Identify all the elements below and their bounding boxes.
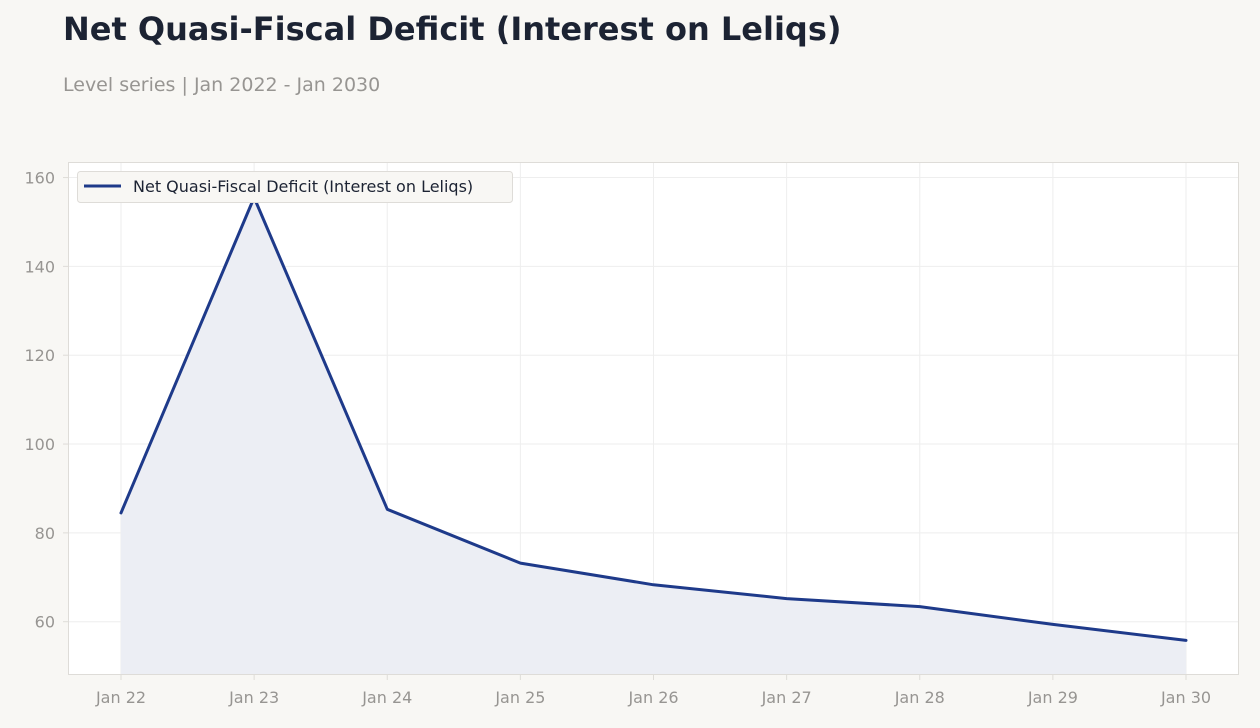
x-tick-label: Jan 22 xyxy=(95,688,146,707)
chart-subtitle: Level series | Jan 2022 - Jan 2030 xyxy=(63,74,381,96)
legend-box xyxy=(77,171,513,203)
x-axis-ticks: Jan 22 Jan 23 Jan 24 Jan 25 Jan 26 Jan 27 Jan … xyxy=(95,675,1211,707)
area-fill-layer xyxy=(121,197,1186,675)
x-tick-label: Jan 30 xyxy=(1160,688,1211,707)
x-tick-label: Jan 23 xyxy=(228,688,279,707)
plot-frame xyxy=(68,162,1239,675)
series-line-layer xyxy=(119,196,1188,642)
y-tick-label: 140 xyxy=(24,257,55,276)
x-tick-label: Jan 25 xyxy=(494,688,545,707)
series-area-fill xyxy=(121,197,1186,675)
y-tick-label: 100 xyxy=(24,435,55,454)
x-tick-label: Jan 24 xyxy=(361,688,412,707)
y-tick-label: 160 xyxy=(24,169,55,188)
x-tick-label: Jan 29 xyxy=(1027,688,1078,707)
y-tick-label: 60 xyxy=(35,613,55,632)
y-tick-label: 80 xyxy=(35,524,55,543)
x-tick-label: Jan 28 xyxy=(894,688,945,707)
y-axis-ticks: 60 80 100 120 140 160 xyxy=(24,169,68,632)
x-tick-label: Jan 26 xyxy=(627,688,678,707)
y-tick-label: 120 xyxy=(24,346,55,365)
legend: Net Quasi-Fiscal Deficit (Interest on Le… xyxy=(77,171,513,203)
x-tick-label: Jan 27 xyxy=(761,688,812,707)
chart-title: Net Quasi-Fiscal Deficit (Interest on Le… xyxy=(63,10,842,48)
legend-label: Net Quasi-Fiscal Deficit (Interest on Le… xyxy=(133,177,473,196)
